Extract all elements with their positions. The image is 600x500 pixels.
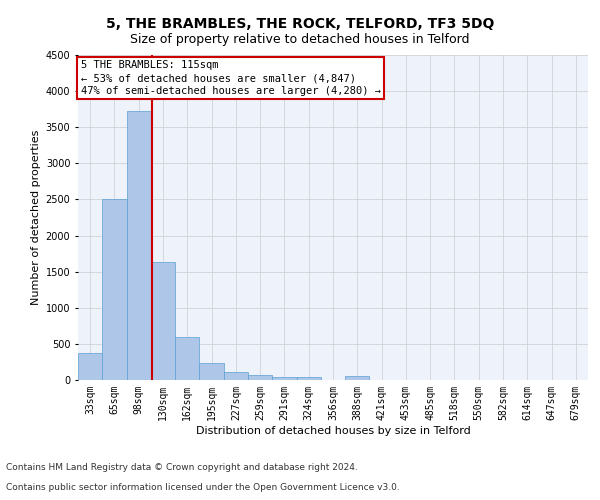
Bar [78,354,102,380]
Text: Contains HM Land Registry data © Crown copyright and database right 2024.: Contains HM Land Registry data © Crown c… [6,464,358,472]
Text: Size of property relative to detached houses in Telford: Size of property relative to detached ho… [130,32,470,46]
Bar [296,377,321,380]
Bar [199,364,224,380]
Bar [175,338,199,380]
Bar [127,112,151,380]
Bar [272,378,296,380]
Bar [248,375,272,380]
Text: 5, THE BRAMBLES, THE ROCK, TELFORD, TF3 5DQ: 5, THE BRAMBLES, THE ROCK, TELFORD, TF3 … [106,18,494,32]
Text: 5 THE BRAMBLES: 115sqm
← 53% of detached houses are smaller (4,847)
47% of semi-: 5 THE BRAMBLES: 115sqm ← 53% of detached… [80,60,380,96]
Text: Contains public sector information licensed under the Open Government Licence v3: Contains public sector information licen… [6,484,400,492]
Bar [102,198,127,380]
Bar [345,376,370,380]
Y-axis label: Number of detached properties: Number of detached properties [31,130,41,305]
Bar [224,372,248,380]
X-axis label: Distribution of detached houses by size in Telford: Distribution of detached houses by size … [196,426,470,436]
Bar [151,262,175,380]
